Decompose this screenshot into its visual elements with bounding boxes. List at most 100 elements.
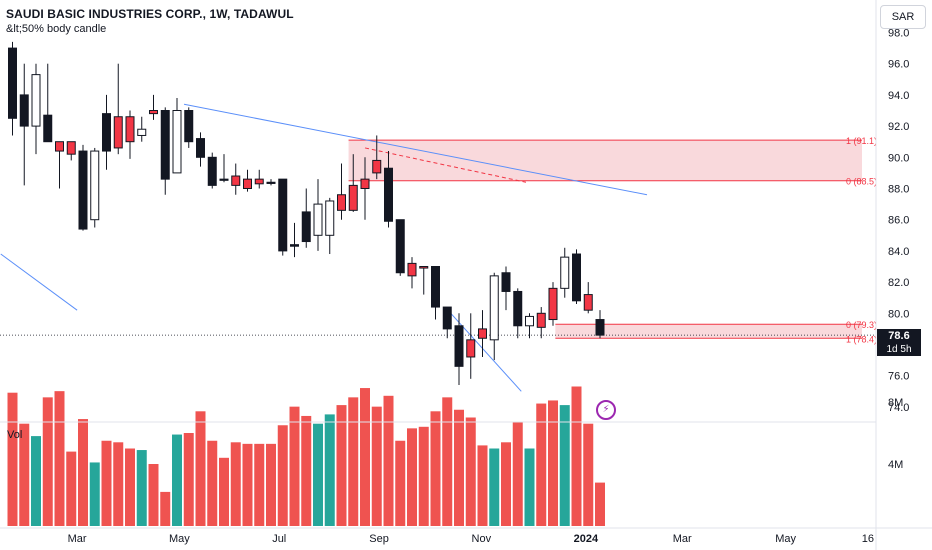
- time-tick-label: 16: [862, 533, 874, 545]
- candle-body: [583, 294, 593, 311]
- price-tick-label: 80.0: [888, 308, 909, 320]
- time-tick-label: 2024: [574, 533, 599, 545]
- volume-bar: [148, 464, 159, 526]
- volume-bar: [89, 462, 100, 526]
- candle-body: [572, 253, 581, 302]
- volume-bar: [512, 422, 523, 526]
- volume-bar: [489, 448, 500, 526]
- volume-label[interactable]: Vol: [7, 429, 23, 441]
- volume-bar: [254, 443, 265, 526]
- indicator-label[interactable]: &lt;50% body candle: [6, 23, 107, 35]
- candle-body: [290, 244, 299, 247]
- volume-bar: [454, 409, 464, 526]
- time-tick-label: May: [775, 533, 796, 545]
- candle-body: [407, 262, 417, 277]
- volume-bar: [324, 414, 335, 526]
- volume-bar: [383, 395, 394, 526]
- volume-bar: [348, 397, 359, 526]
- candle-body: [431, 266, 440, 308]
- volume-bar: [160, 491, 171, 526]
- volume-bar: [336, 405, 347, 526]
- zone-top-label: 0 (79.3): [846, 320, 877, 330]
- candle-body: [254, 178, 264, 185]
- volume-bar: [583, 423, 594, 526]
- time-tick-label: May: [169, 533, 190, 545]
- volume-bar: [230, 442, 241, 526]
- currency-button[interactable]: SAR: [880, 5, 926, 29]
- price-tick-label: 98.0: [888, 28, 909, 40]
- candle-body: [548, 287, 558, 321]
- volume-bar: [360, 388, 370, 526]
- candle-body: [219, 178, 229, 181]
- candle-body: [395, 219, 405, 274]
- volume-bar: [172, 434, 182, 526]
- price-tick-label: 84.0: [888, 246, 909, 258]
- candle-body: [513, 290, 523, 327]
- candle-body: [266, 181, 276, 184]
- trendline: [0, 253, 78, 311]
- candle-body: [489, 275, 499, 341]
- time-tick-label: Mar: [673, 533, 692, 545]
- candle-body: [301, 211, 311, 243]
- candle-body: [149, 110, 158, 115]
- candle-body: [78, 150, 88, 230]
- candle-body: [348, 184, 358, 211]
- candle-body: [231, 175, 241, 186]
- volume-bar: [430, 411, 441, 526]
- volume-bar: [595, 482, 605, 526]
- price-tick-label: 92.0: [888, 121, 909, 133]
- chart-title: SAUDI BASIC INDUSTRIES CORP., 1W, TADAWU…: [6, 7, 294, 21]
- volume-bar: [536, 403, 547, 526]
- candle-body: [137, 128, 147, 136]
- volume-bar: [442, 397, 453, 526]
- time-tick-label: Jul: [272, 533, 286, 545]
- volume-bar: [371, 406, 382, 526]
- volume-bar: [7, 392, 18, 526]
- volume-bar: [313, 423, 323, 526]
- trendline: [183, 103, 648, 196]
- volume-bar: [301, 415, 312, 526]
- candle-body: [337, 194, 346, 211]
- candle-body: [560, 256, 570, 289]
- candle-body: [113, 116, 123, 149]
- candle-body: [43, 114, 53, 143]
- volume-bar: [418, 426, 429, 526]
- candle-body: [372, 159, 382, 174]
- candle-body: [196, 138, 205, 158]
- volume-bar: [477, 445, 488, 526]
- candle-body: [55, 141, 64, 152]
- zone-bottom-label: 1 (78.4): [846, 334, 877, 344]
- zone-bottom-label: 0 (88.5): [846, 177, 877, 187]
- zone-top-label: 1 (91.1): [846, 136, 877, 146]
- volume-bar: [19, 423, 30, 526]
- flash-icon[interactable]: ⚡: [596, 400, 616, 420]
- price-tick-label: 94.0: [888, 90, 909, 102]
- candle-body: [278, 178, 288, 252]
- volume-bar: [289, 406, 300, 526]
- last-price-tag: 78.6: [877, 329, 921, 343]
- time-tick-label: Sep: [369, 533, 389, 545]
- candles-layer: [8, 41, 605, 386]
- candle-body: [125, 116, 135, 143]
- price-tick-label: 96.0: [888, 59, 909, 71]
- bar-countdown-tag: 1d 5h: [877, 343, 921, 356]
- volume-bar: [136, 450, 147, 526]
- volume-bar: [101, 440, 112, 526]
- price-tick-label: 74.0: [888, 402, 909, 414]
- volume-bar: [266, 443, 276, 526]
- candle-body: [419, 266, 429, 269]
- candle-body: [184, 110, 194, 143]
- volume-bar: [54, 391, 65, 526]
- candle-body: [478, 328, 487, 339]
- candle-body: [595, 319, 605, 336]
- candle-body: [90, 150, 100, 221]
- candle-body: [31, 74, 41, 127]
- volume-bar: [66, 451, 77, 526]
- candle-body: [19, 94, 29, 127]
- price-tick-label: 76.0: [888, 371, 909, 383]
- volume-bar: [395, 440, 406, 526]
- volume-tick-label: 8M: [888, 397, 903, 409]
- volume-bar: [113, 442, 124, 526]
